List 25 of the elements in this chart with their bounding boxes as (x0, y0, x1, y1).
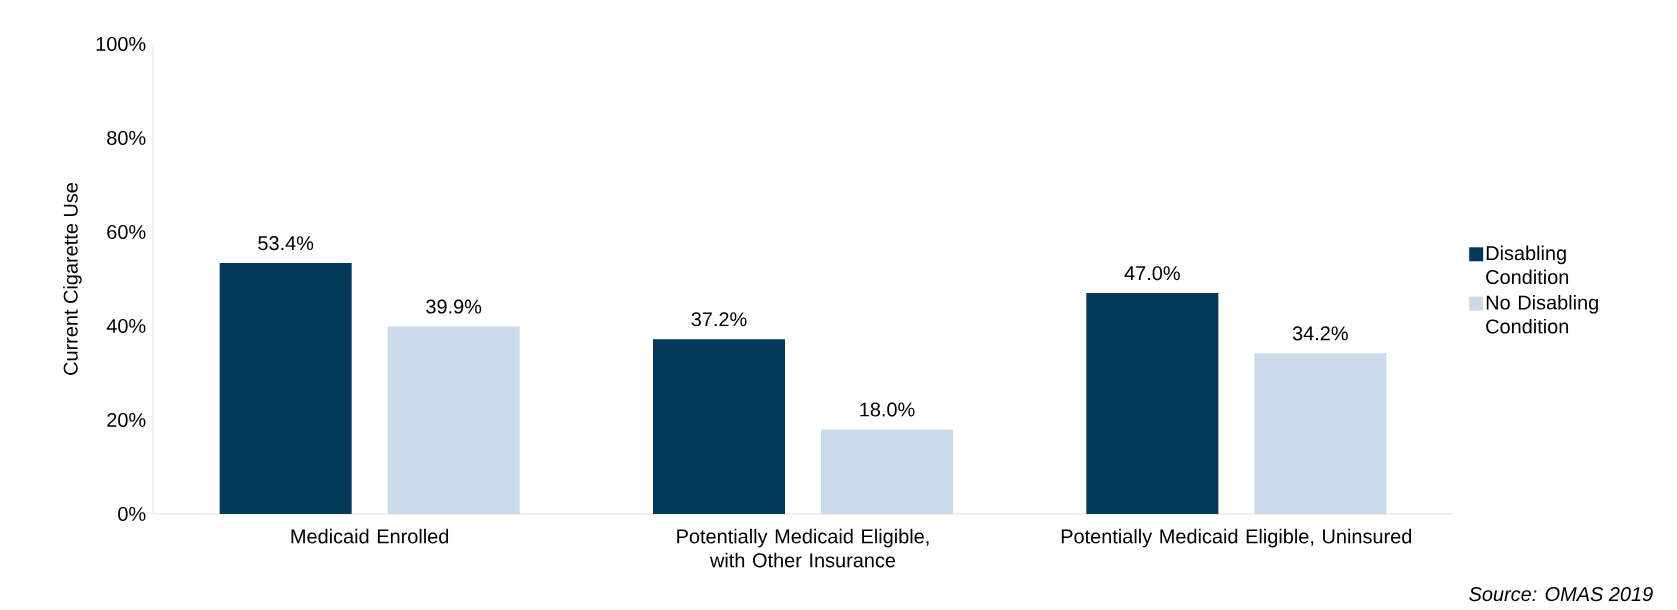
data-label: 37.2% (691, 312, 747, 327)
y-tick-label: 60% (107, 224, 146, 240)
data-label: 53.4% (258, 236, 314, 251)
bar (1254, 353, 1387, 514)
data-label: 47.0% (1124, 266, 1180, 281)
data-label: 18.0% (860, 402, 915, 417)
bar (387, 326, 520, 514)
x-tick-label: Potentially Medicaid Eligible, Uninsured (1061, 528, 1412, 548)
y-axis-title: Current Cigarette Use (63, 183, 82, 375)
x-tick-label: Medicaid Enrolled (291, 528, 449, 544)
y-tick-label: 80% (107, 130, 146, 146)
legend-label: No Disabling Condition (1486, 294, 1598, 334)
bar (219, 263, 352, 514)
data-label: 39.9% (426, 299, 482, 314)
text: Source: OMAS 2019 (1469, 587, 1653, 602)
bar (1086, 293, 1219, 514)
y-tick-label: 0% (118, 506, 146, 522)
y-tick-label: 100% (96, 36, 146, 52)
y-tick-label: 20% (107, 412, 146, 428)
y-tick-label: 40% (106, 318, 146, 334)
legend-label: Disabling Condition (1486, 245, 1569, 285)
data-label: 34.2% (1292, 326, 1348, 341)
bar (821, 429, 953, 514)
x-tick-label: Potentially Medicaid Eligible, with Other Insurance (677, 528, 929, 568)
bar (653, 339, 785, 514)
